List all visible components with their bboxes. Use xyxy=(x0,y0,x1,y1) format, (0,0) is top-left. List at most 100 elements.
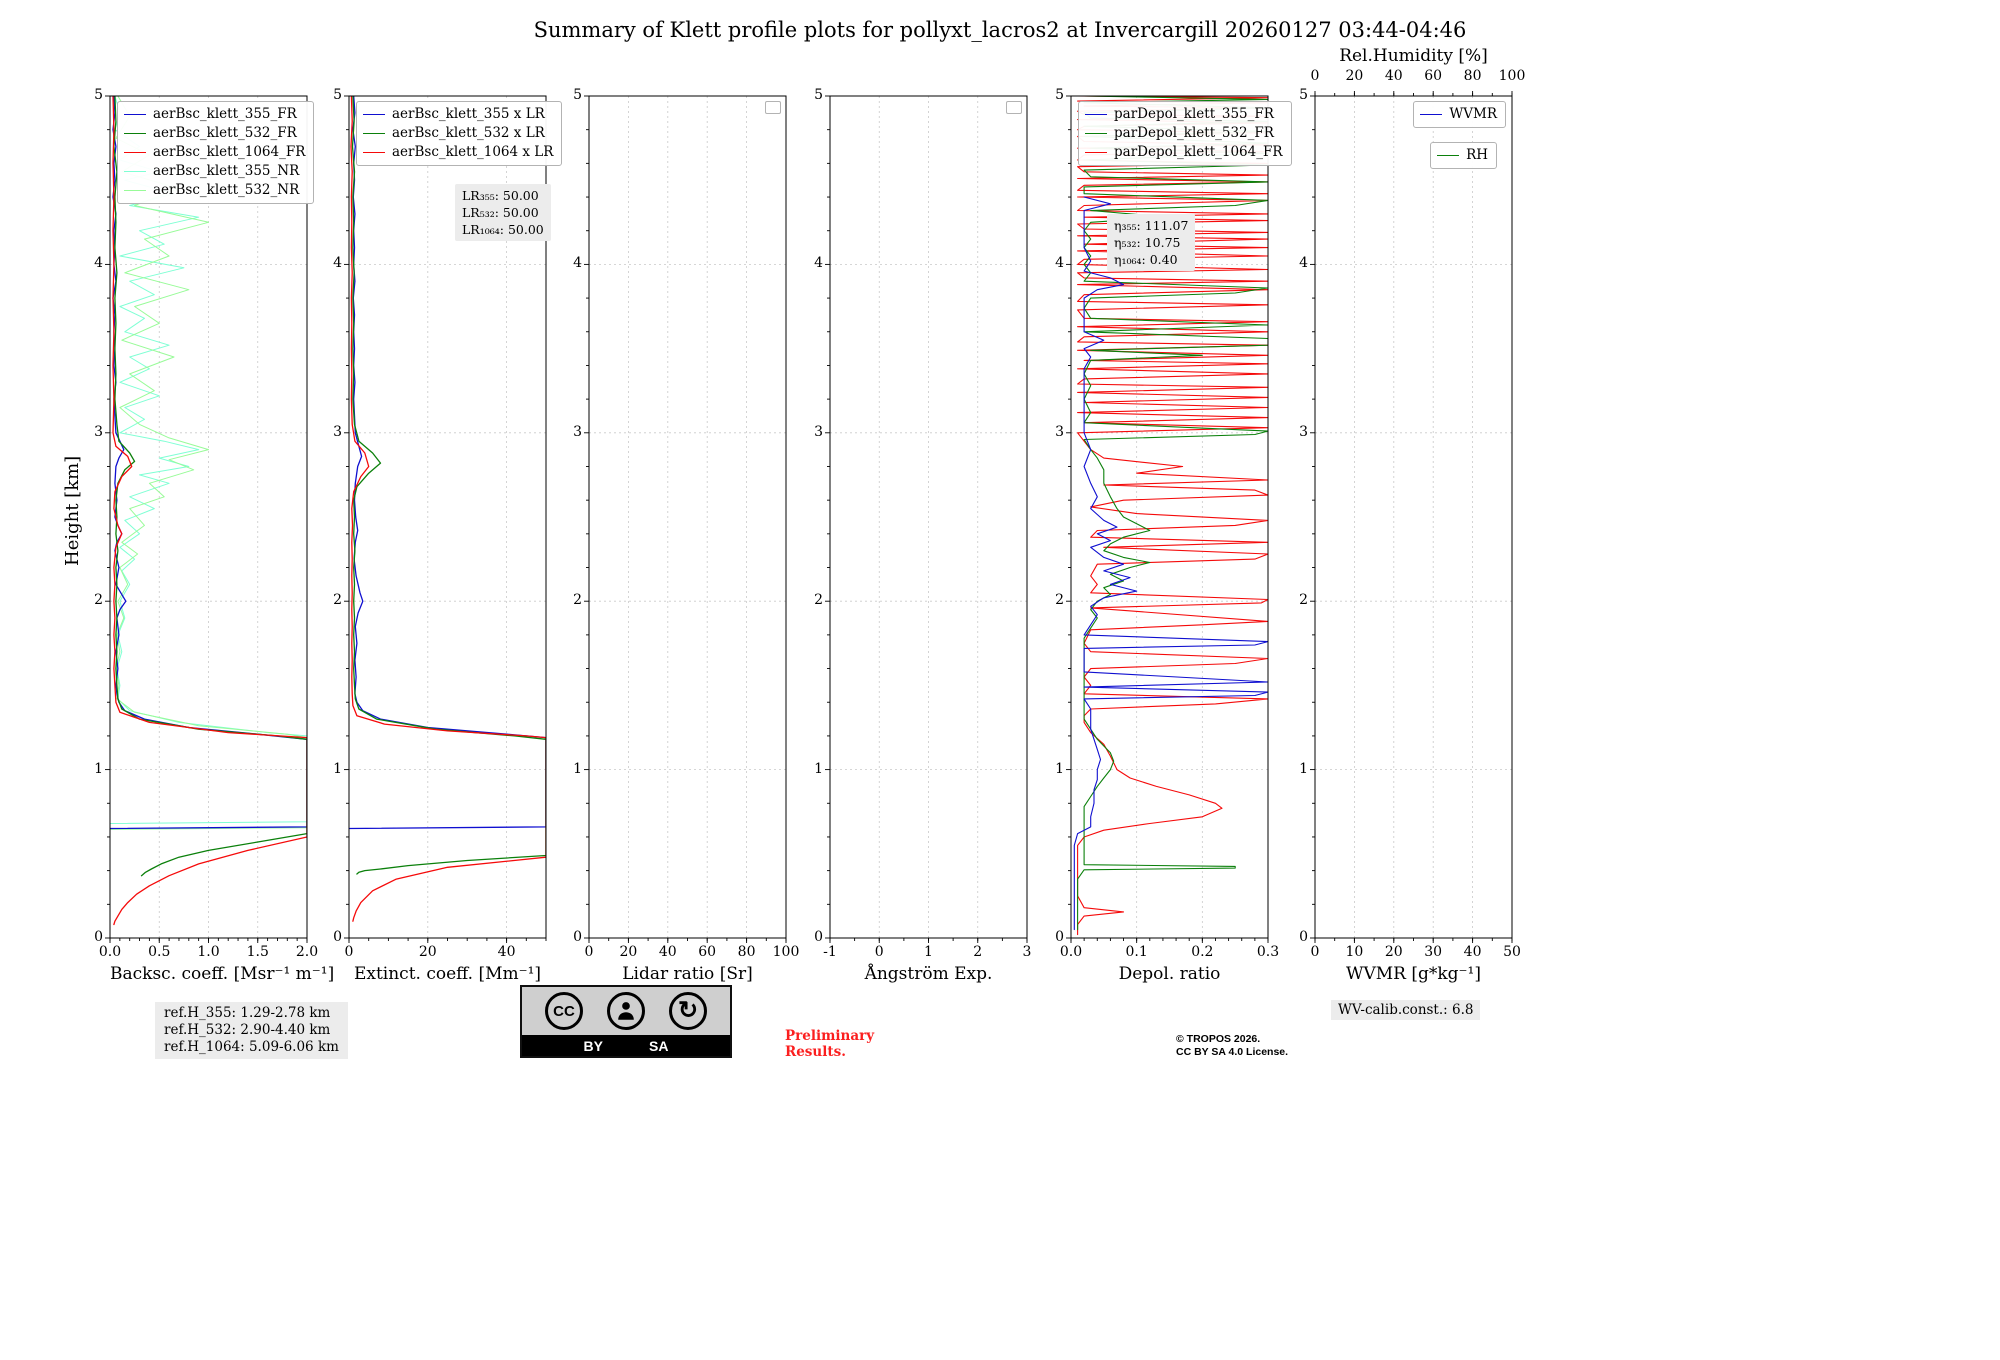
x-axis-title: Extinct. coeff. [Mm⁻¹] xyxy=(353,964,542,984)
y-tick-label: 1 xyxy=(573,760,582,777)
legend-entry-label: aerBsc_klett_355 x LR xyxy=(392,106,545,122)
annotation-box: LR₃₅₅: 50.00 LR₅₃₂: 50.00 LR₁₀₆₄: 50.00 xyxy=(455,184,551,241)
cc-license-badge: CC ↻ BY SA xyxy=(520,985,732,1058)
legend-entry-label: WVMR xyxy=(1449,106,1497,122)
y-tick-label: 2 xyxy=(94,592,103,609)
legend-line-swatch xyxy=(124,114,146,115)
cc-bottom-bar: BY SA xyxy=(522,1035,730,1056)
x-tick-label: 0.0 xyxy=(1059,944,1083,960)
panel-backscatter: 0 1 2 3 4 5 0.0 0.5 1.0 1.5 2.0 Backsc. coeff. [Msr… xyxy=(94,87,334,984)
series-aerBsc_klett_532_FR xyxy=(113,96,307,877)
legend-entry-label: aerBsc_klett_532_NR xyxy=(153,182,300,198)
x-tick-label: 0.1 xyxy=(1125,944,1148,960)
y-tick-label: 5 xyxy=(1055,87,1064,103)
x-tick-label: 2.0 xyxy=(295,944,319,960)
x-tick-label: 50 xyxy=(1503,944,1521,960)
legend-entry: parDepol_klett_1064_FR xyxy=(1085,143,1283,162)
cc-sa-arrow-icon: ↻ xyxy=(669,992,707,1030)
legend-entry: aerBsc_klett_355_NR xyxy=(124,162,305,181)
legend-entry: aerBsc_klett_355_FR xyxy=(124,105,305,124)
y-tick-label: 4 xyxy=(333,255,342,272)
y-tick-label: 2 xyxy=(814,592,823,609)
y-tick-label: 4 xyxy=(1055,255,1064,272)
arrow-glyph: ↻ xyxy=(677,997,699,1024)
cc-by-label: BY xyxy=(583,1037,603,1054)
annotation-line: LR₁₀₆₄: 50.00 xyxy=(462,222,544,237)
y-tick-label: 3 xyxy=(333,423,342,440)
cc-icon: CC xyxy=(545,992,583,1030)
legend-box: parDepol_klett_355_FR parDepol_klett_532_… xyxy=(1078,101,1292,166)
x-tick-label: 20 xyxy=(619,944,638,960)
series-aerBsc_klett_532_NR xyxy=(110,96,307,830)
figure-title: Summary of Klett profile plots for polly… xyxy=(533,18,1467,42)
legend-entry-label: parDepol_klett_355_FR xyxy=(1114,106,1274,122)
y-tick-label: 1 xyxy=(333,760,342,777)
tropos-copyright: © TROPOS 2026. CC BY SA 4.0 License. xyxy=(1176,1033,1288,1059)
x-tick-label: 30 xyxy=(1424,944,1443,960)
legend-line-swatch xyxy=(1085,114,1107,115)
y-tick-label: 1 xyxy=(94,760,103,777)
wv-calib-note: WV-calib.const.: 6.8 xyxy=(1331,1000,1481,1020)
x-tick-label: 3 xyxy=(1022,944,1032,960)
legend-line-swatch xyxy=(124,152,146,153)
reference-heights-box: ref.H_355: 1.29-2.78 km ref.H_532: 2.90-… xyxy=(155,1002,348,1059)
legend-entry-label: parDepol_klett_532_FR xyxy=(1114,125,1274,141)
x-tick-label: 40 xyxy=(497,944,516,960)
panel-extinction: 0 1 2 3 4 5 0 20 40 Extinct. coeff. [Mm⁻¹] aerBsc_… xyxy=(333,87,563,984)
legend-entry: aerBsc_klett_532 x LR xyxy=(363,124,553,143)
y-tick-label: 1 xyxy=(1299,760,1308,777)
series-aerBsc_klett_1064 x LR xyxy=(350,96,546,922)
legend-entry-label: aerBsc_klett_532 x LR xyxy=(392,125,545,141)
y-tick-label: 0 xyxy=(94,929,103,945)
legend-entry: parDepol_klett_355_FR xyxy=(1085,105,1283,124)
legend-line-swatch xyxy=(1085,133,1107,134)
legend-line-swatch xyxy=(1085,152,1107,153)
x-tick-label: 0 xyxy=(584,944,594,960)
legend-box: aerBsc_klett_355 x LR aerBsc_klett_532 x … xyxy=(356,101,563,166)
y-tick-label: 3 xyxy=(1299,423,1308,440)
y-tick-label: 1 xyxy=(814,760,823,777)
x-tick-label: 0.2 xyxy=(1191,944,1214,960)
legend-entry-label: parDepol_klett_1064_FR xyxy=(1114,144,1283,160)
legend-entry: aerBsc_klett_1064 x LR xyxy=(363,143,553,162)
x-tick-label: 40 xyxy=(658,944,677,960)
panel-backscatter-plot xyxy=(105,95,308,943)
y-tick-label: 0 xyxy=(814,929,823,945)
y-tick-label: 2 xyxy=(1299,592,1308,609)
legend-entry: RH xyxy=(1437,146,1488,165)
y-tick-label: 2 xyxy=(1055,592,1064,609)
y-tick-label: 0 xyxy=(1299,929,1308,945)
legend-box: WVMR xyxy=(1413,101,1506,128)
x-tick-label: 0 xyxy=(874,944,884,960)
x-axis-title: WVMR [g*kg⁻¹] xyxy=(1346,964,1481,984)
y-tick-label: 2 xyxy=(573,592,582,609)
x-tick-label: 0.5 xyxy=(148,944,171,960)
x-tick-label: 10 xyxy=(1345,944,1364,960)
series-parDepol_klett_532_FR xyxy=(1077,96,1268,931)
cc-by-person-icon xyxy=(607,992,645,1030)
panel-depol-ratio-plot xyxy=(1066,95,1269,943)
x-tick-label: 0 xyxy=(344,944,354,960)
annotation-line: η₅₃₂: 10.75 xyxy=(1114,235,1181,250)
x-tick-label: 20 xyxy=(418,944,437,960)
ref-h-1064: ref.H_1064: 5.09-6.06 km xyxy=(164,1039,339,1055)
y-tick-label: 0 xyxy=(333,929,342,945)
tropos-line-1: © TROPOS 2026. xyxy=(1176,1033,1261,1045)
top-tick-label: 80 xyxy=(1463,68,1482,84)
height-axis-label: Height [km] xyxy=(62,455,83,566)
legend-box: aerBsc_klett_355_FR aerBsc_klett_532_FR ae… xyxy=(117,101,315,204)
x-tick-label: 60 xyxy=(698,944,717,960)
legend-entry-label: RH xyxy=(1466,147,1488,163)
y-tick-label: 1 xyxy=(1055,760,1064,777)
legend-entry-label: aerBsc_klett_355_NR xyxy=(153,163,300,179)
legend-line-swatch xyxy=(124,190,146,191)
tropos-line-2: CC BY SA 4.0 License. xyxy=(1176,1046,1289,1058)
x-axis-title: Depol. ratio xyxy=(1118,964,1221,984)
x-tick-label: 100 xyxy=(772,944,800,960)
series-aerBsc_klett_532 x LR xyxy=(351,96,546,875)
annotation-line: LR₃₅₅: 50.00 xyxy=(462,188,539,203)
top-tick-label: 0 xyxy=(1310,68,1320,84)
legend-box-empty xyxy=(1006,101,1022,114)
series-aerBsc_klett_355_NR xyxy=(110,96,307,824)
